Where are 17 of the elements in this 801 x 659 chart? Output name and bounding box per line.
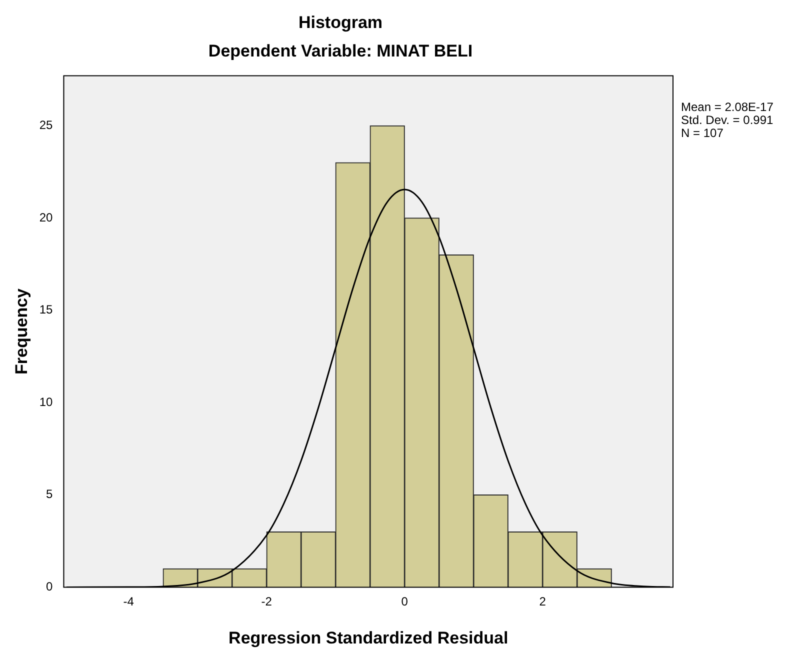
x-tick-label: 2 [539,594,546,609]
chart-title: Histogram [298,12,383,32]
text: Std. Dev. = 0.991 [681,113,774,128]
text: N = 107 [681,126,724,140]
y-tick-label: 25 [39,118,54,132]
y-tick-label: 0 [46,580,54,594]
x-tick-label: -4 [123,594,134,609]
x-axis-title: Regression Standardized Residual [228,628,508,648]
y-tick-label: 15 [39,302,54,317]
y-tick-label: 20 [39,210,54,224]
y-tick-label: 5 [46,487,54,502]
chart-subtitle: Dependent Variable: MINAT BELI [208,41,473,60]
y-tick-label: 10 [39,394,54,409]
y-axis-title: Frequency [12,288,31,374]
text: Mean = 2.08E-17 [681,100,774,114]
x-tick-label: -2 [261,594,272,609]
x-tick-label: 0 [401,594,408,609]
